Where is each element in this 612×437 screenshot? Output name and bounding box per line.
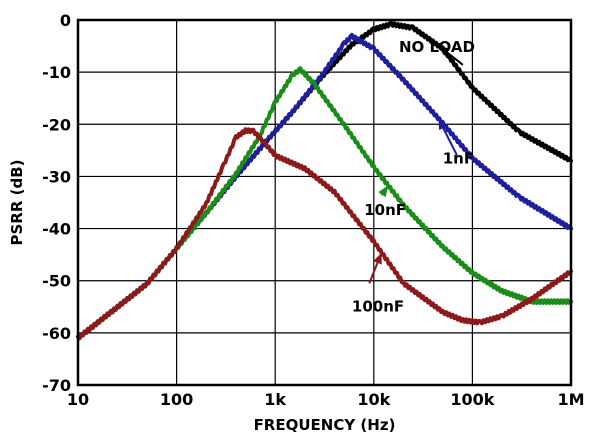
series-lines <box>76 20 573 341</box>
y-tick-label: -20 <box>42 115 71 134</box>
annotation-1nf: 1nF <box>443 150 474 168</box>
y-tick-label: -30 <box>42 167 71 186</box>
x-tick-label: 10k <box>357 390 390 409</box>
y-tick-label: -40 <box>42 220 71 239</box>
annotation-arrows <box>368 45 464 284</box>
y-tick-label: -50 <box>42 272 71 291</box>
y-axis-label: PSRR (dB) <box>8 159 26 245</box>
annotation-100nf: 100nF <box>352 298 404 316</box>
y-tick-label: -10 <box>42 63 71 82</box>
arrow-100nf <box>368 262 379 284</box>
arrowhead-1nf <box>438 118 448 131</box>
y-tick-labels: 0 -10 -20 -30 -40 -50 -60 -70 <box>42 11 71 395</box>
annotation-labels: NO LOAD 1nF 10nF 100nF <box>352 38 475 316</box>
arrow-no-load <box>446 51 464 66</box>
y-tick-label: 0 <box>60 11 71 30</box>
arrowhead-no-load <box>438 45 450 56</box>
plot-frame <box>76 18 573 387</box>
annotation-no-load: NO LOAD <box>399 38 475 56</box>
x-tick-label: 100k <box>450 390 494 409</box>
x-tick-labels: 10 100 1k 10k 100k 1M <box>67 390 585 409</box>
arrowhead-100nf <box>373 252 382 265</box>
x-tick-label: 100 <box>160 390 193 409</box>
x-tick-label: 1k <box>264 390 286 409</box>
x-axis-label: FREQUENCY (Hz) <box>254 416 396 434</box>
x-tick-label: 1M <box>557 390 584 409</box>
series-line-100nf <box>76 127 573 341</box>
x-tick-label: 10 <box>67 390 89 409</box>
arrow-1nf <box>442 127 459 157</box>
annotation-10nf: 10nF <box>364 201 406 219</box>
arrowhead-10nf <box>378 185 389 198</box>
y-tick-label: -60 <box>42 324 71 343</box>
y-tick-label: -70 <box>42 376 71 395</box>
